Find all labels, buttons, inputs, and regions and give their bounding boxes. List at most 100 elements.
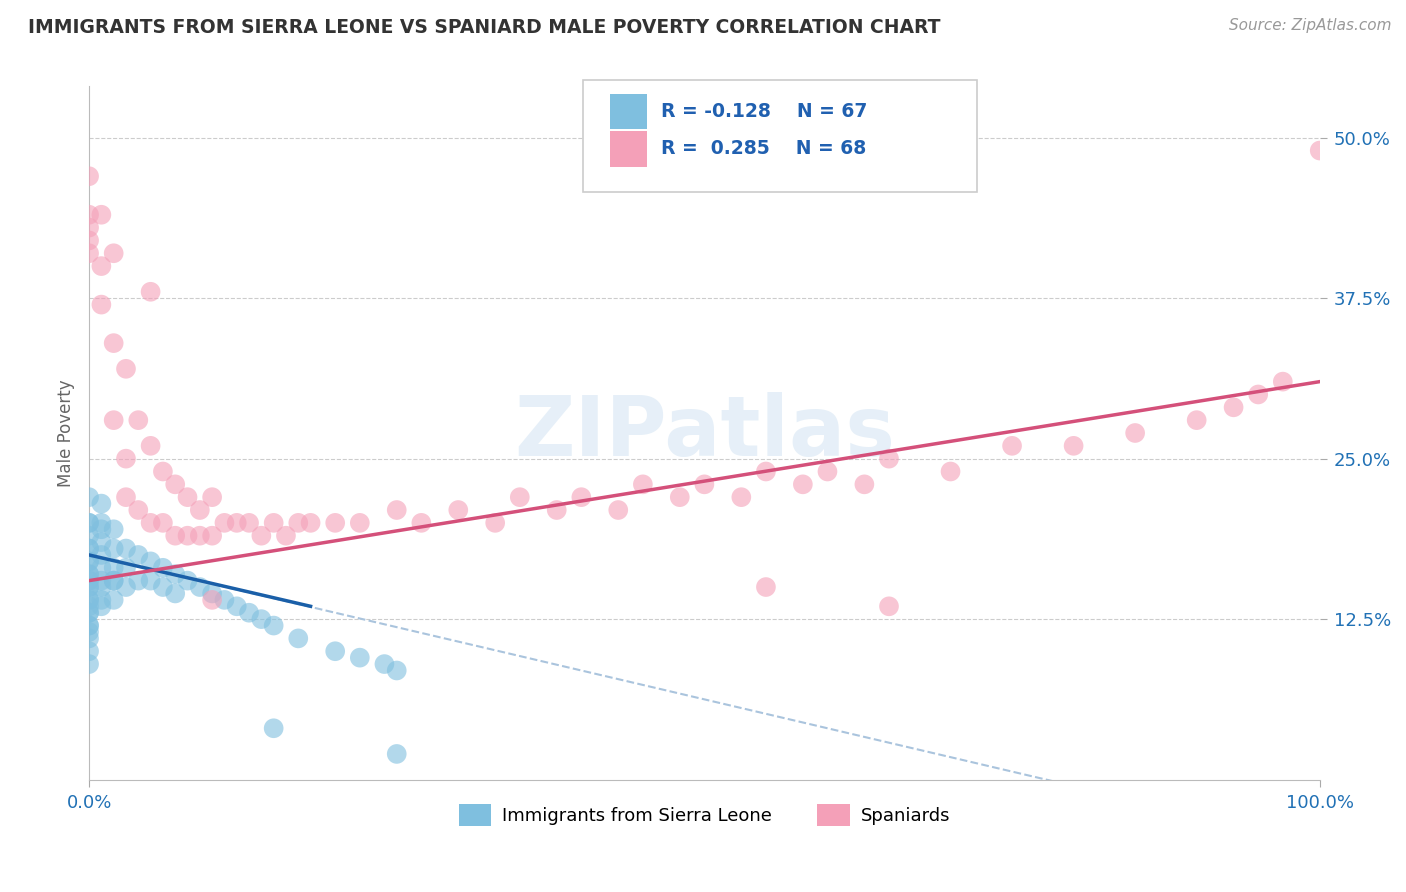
Point (127, 548, 149, 562)
Point (323, 644, 346, 658)
Point (188, 529, 211, 543)
Point (349, 650, 371, 665)
Point (165, 586, 187, 600)
Point (447, 503, 470, 517)
Point (1063, 439, 1085, 453)
Point (77, 169, 100, 184)
Point (90, 516, 112, 530)
Point (77, 567, 100, 582)
Point (287, 632, 309, 646)
Point (90, 297, 112, 311)
Point (115, 561, 138, 575)
Y-axis label: Male Poverty: Male Poverty (58, 379, 75, 487)
Point (225, 599, 247, 614)
Point (1222, 401, 1244, 415)
Point (139, 574, 162, 588)
Point (103, 413, 125, 427)
Point (103, 593, 125, 607)
Point (103, 561, 125, 575)
Point (569, 490, 592, 504)
Point (90, 599, 112, 614)
Point (201, 490, 224, 504)
Point (176, 490, 198, 504)
Point (546, 503, 568, 517)
Point (77, 657, 100, 671)
Point (77, 599, 100, 614)
Point (250, 612, 273, 626)
Point (176, 574, 198, 588)
Point (201, 529, 224, 543)
Point (1309, 144, 1331, 158)
Point (385, 503, 408, 517)
Point (176, 529, 198, 543)
Point (77, 618, 100, 632)
Point (127, 574, 149, 588)
Point (188, 580, 211, 594)
Point (103, 574, 125, 588)
Point (90, 593, 112, 607)
Point (77, 632, 100, 646)
Point (323, 516, 346, 530)
Point (77, 208, 100, 222)
Point (631, 477, 654, 491)
Point (90, 580, 112, 594)
Point (77, 554, 100, 568)
Point (77, 220, 100, 235)
Point (188, 503, 211, 517)
Point (250, 529, 273, 543)
Point (77, 246, 100, 260)
Point (1123, 425, 1146, 440)
Point (201, 586, 224, 600)
Point (115, 541, 138, 556)
Point (77, 606, 100, 620)
Point (90, 208, 112, 222)
Point (77, 593, 100, 607)
Point (103, 541, 125, 556)
Point (730, 490, 752, 504)
Point (115, 451, 138, 466)
Point (77, 580, 100, 594)
Point (127, 413, 149, 427)
Point (139, 554, 162, 568)
Text: IMMIGRANTS FROM SIERRA LEONE VS SPANIARD MALE POVERTY CORRELATION CHART: IMMIGRANTS FROM SIERRA LEONE VS SPANIARD… (28, 18, 941, 37)
Point (139, 439, 162, 453)
Point (1001, 439, 1024, 453)
Point (77, 234, 100, 248)
Point (152, 561, 174, 575)
Point (165, 529, 187, 543)
Point (668, 490, 690, 504)
Point (103, 522, 125, 536)
Point (90, 535, 112, 549)
Point (139, 285, 162, 299)
Point (263, 516, 285, 530)
Point (77, 529, 100, 543)
Point (115, 580, 138, 594)
Point (77, 541, 100, 556)
Point (77, 516, 100, 530)
Point (103, 574, 125, 588)
Point (853, 477, 876, 491)
Point (1185, 413, 1208, 427)
Text: R =  0.285    N = 68: R = 0.285 N = 68 (661, 139, 866, 159)
Point (484, 516, 506, 530)
Point (90, 522, 112, 536)
Point (77, 516, 100, 530)
Text: R = -0.128    N = 67: R = -0.128 N = 67 (661, 102, 868, 121)
Point (509, 490, 531, 504)
Point (1247, 387, 1270, 401)
Point (385, 664, 408, 678)
Point (214, 593, 236, 607)
Point (77, 624, 100, 639)
Point (792, 477, 814, 491)
Point (127, 503, 149, 517)
Point (115, 361, 138, 376)
Point (287, 516, 309, 530)
Point (77, 606, 100, 620)
Point (385, 747, 408, 761)
Point (201, 593, 224, 607)
Point (90, 497, 112, 511)
Point (263, 618, 285, 632)
Point (77, 490, 100, 504)
Point (411, 516, 433, 530)
Point (90, 548, 112, 562)
